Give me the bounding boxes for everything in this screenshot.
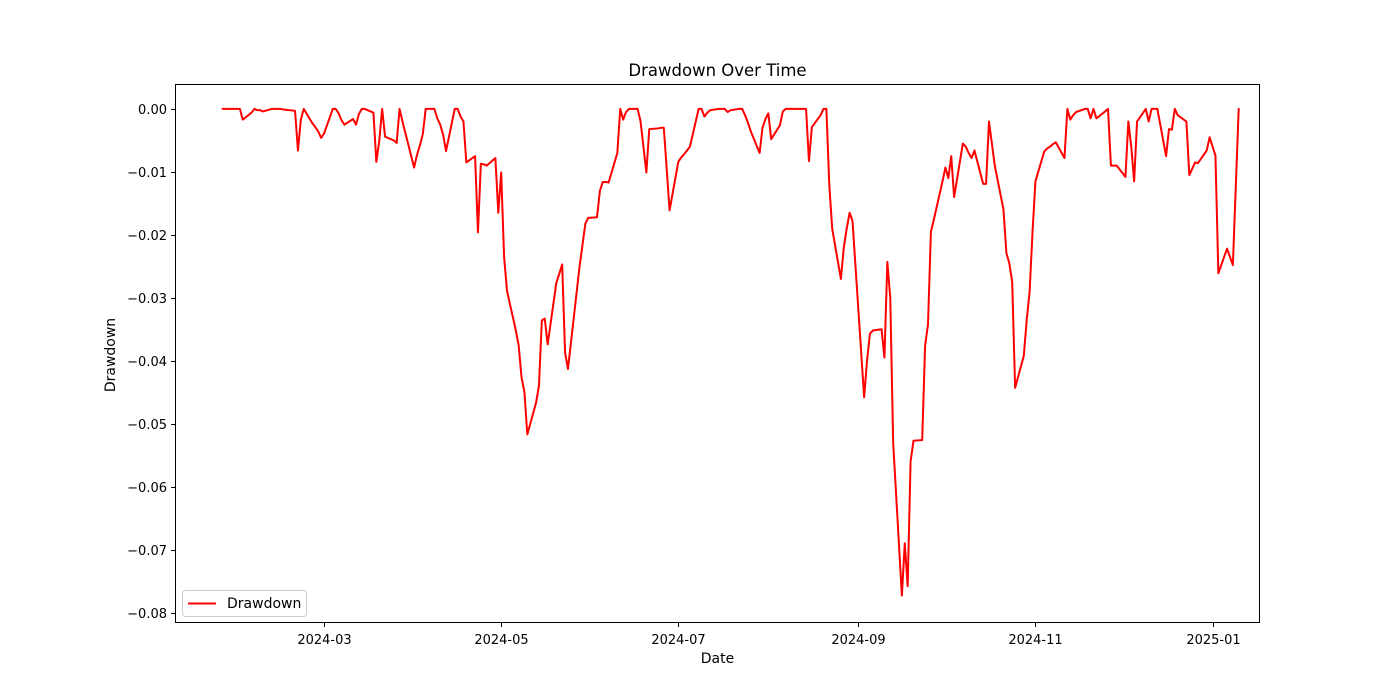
y-tick-label: −0.03 (127, 292, 167, 307)
series-layer (221, 107, 1240, 597)
plot-area (175, 84, 1260, 623)
y-tick-label: −0.07 (127, 544, 167, 559)
y-tick-label: −0.06 (127, 481, 167, 496)
series-line-drawdown (221, 107, 1240, 597)
legend-label-drawdown: Drawdown (227, 596, 301, 612)
y-axis-label: Drawdown (103, 318, 119, 392)
y-tick-label: −0.08 (127, 607, 167, 622)
y-tick-label: −0.04 (127, 355, 167, 370)
legend: Drawdown (182, 590, 307, 617)
x-axis-label: Date (701, 651, 734, 667)
y-tick-label: −0.01 (127, 166, 167, 181)
x-axis: 2024-03 2024-05 2024-07 2024-09 2024-11 2025-… (297, 622, 1241, 648)
x-tick-label: 2024-09 (831, 633, 885, 648)
chart-title: Drawdown Over Time (628, 61, 806, 80)
x-tick-label: 2024-07 (651, 633, 705, 648)
x-tick-label: 2025-01 (1186, 633, 1240, 648)
axes-frame (175, 84, 1260, 623)
x-tick-label: 2024-05 (474, 633, 528, 648)
x-tick-label: 2024-11 (1008, 633, 1062, 648)
y-tick-label: −0.05 (127, 418, 167, 433)
y-axis: 0.00 −0.01 −0.02 −0.03 −0.04 −0.05 −0.06 −0.07 −… (127, 103, 176, 622)
y-tick-label: −0.02 (127, 229, 167, 244)
legend-box (182, 590, 307, 617)
x-tick-label: 2024-03 (297, 633, 351, 648)
y-tick-label: 0.00 (138, 103, 167, 118)
